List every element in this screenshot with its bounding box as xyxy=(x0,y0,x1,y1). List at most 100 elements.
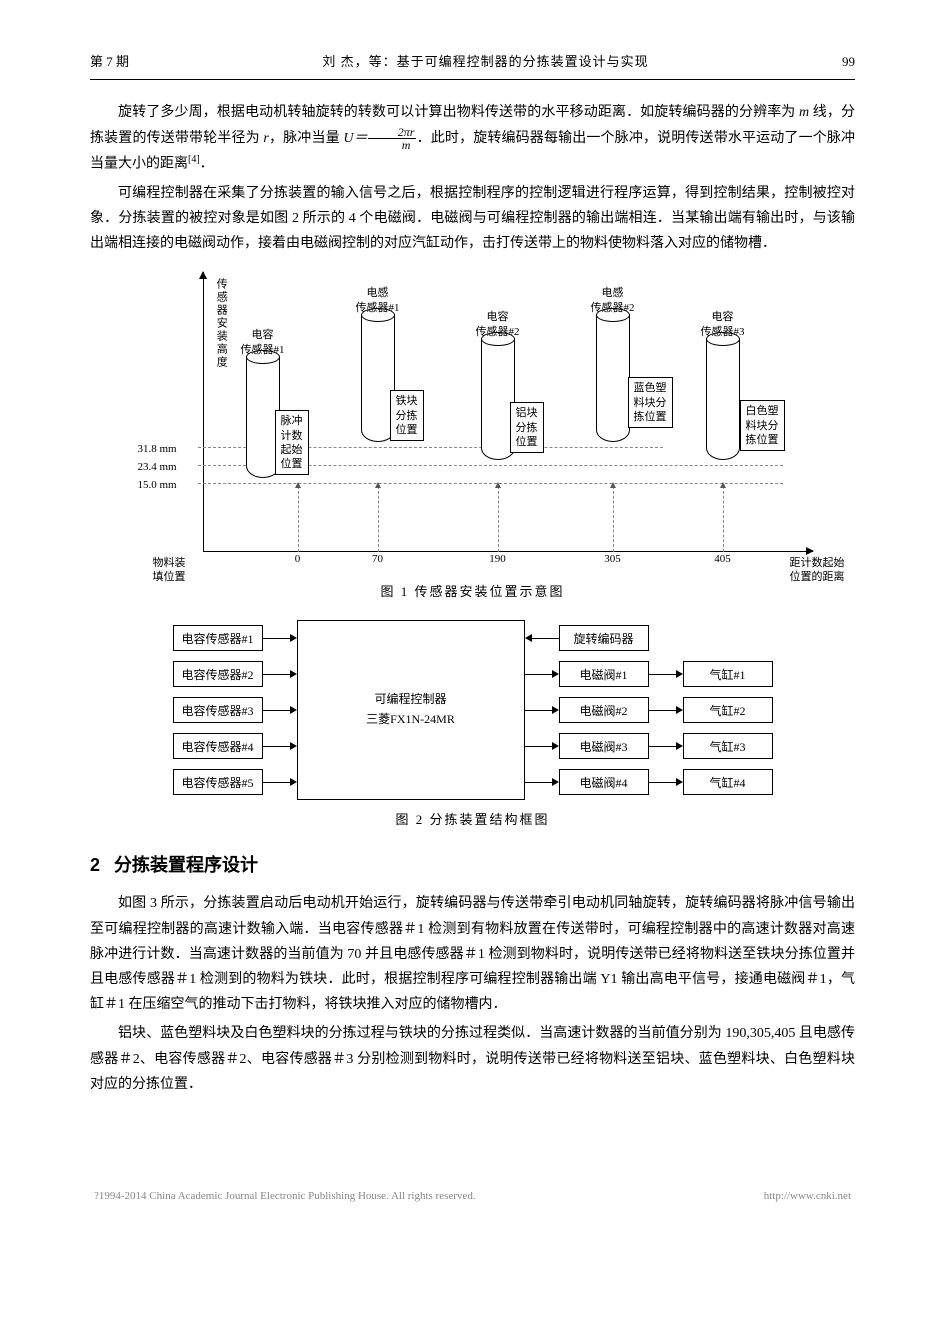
fig2-arrow-left xyxy=(525,625,559,651)
fig2-right1-box: 电磁阀#3 xyxy=(559,733,649,759)
fig2-left-box: 电容传感器#2 xyxy=(173,661,263,687)
paragraph-3: 如图 3 所示，分拣装置启动后电动机开始运行，旋转编码器与传送带牵引电动机同轴旋… xyxy=(90,891,855,1017)
fig1-vlead xyxy=(723,486,724,552)
p1-c: ，脉冲当量 xyxy=(269,131,344,146)
fig2-spacer xyxy=(649,625,683,651)
formula-num: 2πr xyxy=(368,126,417,139)
figure-1: 传感器安装高度 物料装填位置 距计数起始位置的距离 31.8 mm23.4 mm… xyxy=(90,272,855,603)
fig2-arrow-right xyxy=(263,769,297,795)
fig2-left-arrows xyxy=(263,620,297,800)
fig2-arrow-right xyxy=(649,769,683,795)
fig2-arrow-right xyxy=(263,661,297,687)
fig1-xtick: 405 xyxy=(714,550,731,570)
fig2-arrow-right xyxy=(263,733,297,759)
formula-lhs: U＝ xyxy=(343,131,367,146)
fig1-xtick: 190 xyxy=(489,550,506,570)
section-2-num: 2 xyxy=(90,855,100,875)
header-right: 99 xyxy=(842,50,855,73)
fig1-arrowhead xyxy=(295,482,301,488)
fig2-arrow-right xyxy=(263,697,297,723)
paragraph-1: 旋转了多少周，根据电动机转轴旋转的转数可以计算出物料传送带的水平移动距离．如旋转… xyxy=(90,100,855,176)
fig1-ytick: 31.8 mm xyxy=(138,440,177,460)
fig2-right1-col: 旋转编码器电磁阀#1 电磁阀#2 电磁阀#3 电磁阀#4 xyxy=(559,620,649,800)
fig2-arrow-right xyxy=(525,733,559,759)
fig1-xtick: 305 xyxy=(604,550,621,570)
figure-2: 电容传感器#1 电容传感器#2 电容传感器#3 电容传感器#4 电容传感器#5 可编程控… xyxy=(90,620,855,831)
fig2-right2-box: 气缸#4 xyxy=(683,769,773,795)
fig2-right-arrows xyxy=(649,620,683,800)
fig2-left-box: 电容传感器#3 xyxy=(173,697,263,723)
fig2-arrow-right xyxy=(525,769,559,795)
section-2-title: 分拣装置程序设计 xyxy=(114,855,258,875)
fig1-xlabel-left: 物料装填位置 xyxy=(153,556,186,585)
fig1-ytick: 15.0 mm xyxy=(138,476,177,496)
fig2-right2-box: 气缸#3 xyxy=(683,733,773,759)
fig2-arrow-right xyxy=(649,697,683,723)
fig1-arrowhead xyxy=(495,482,501,488)
fig2-mid-arrows xyxy=(525,620,559,800)
fig2-right1-box: 电磁阀#4 xyxy=(559,769,649,795)
fig1-sensor-label: 电感传感器#1 xyxy=(348,286,408,315)
section-2-heading: 2 分拣装置程序设计 xyxy=(90,849,855,881)
page-footer: ?1994-2014 China Academic Journal Electr… xyxy=(90,1187,855,1207)
fig2-center-box: 可编程控制器 三菱FX1N-24MR xyxy=(297,620,525,800)
fig2-right1-box: 电磁阀#1 xyxy=(559,661,649,687)
fig2-center-l1: 可编程控制器 xyxy=(375,690,447,709)
fig2-arrow-right xyxy=(525,661,559,687)
fig1-vlead xyxy=(498,486,499,552)
p1-e: ． xyxy=(200,157,214,172)
fig1-vlead xyxy=(613,486,614,552)
fig1-position-box: 脉冲计数起始位置 xyxy=(275,410,309,475)
fig1-sensor-label: 电容传感器#2 xyxy=(468,310,528,339)
page-header: 第 7 期 刘 杰，等：基于可编程控制器的分拣装置设计与实现 99 xyxy=(90,50,855,80)
paragraph-2: 可编程控制器在采集了分拣装置的输入信号之后，根据控制程序的控制逻辑进行程序运算，… xyxy=(90,181,855,257)
fig2-arrow-right xyxy=(649,733,683,759)
fig2-spacer xyxy=(683,625,773,651)
fig1-yaxis xyxy=(203,272,204,552)
fig1-arrowhead xyxy=(610,482,616,488)
header-left: 第 7 期 xyxy=(90,50,129,73)
formula-fraction: 2πrm xyxy=(368,126,417,151)
footer-left: ?1994-2014 China Academic Journal Electr… xyxy=(94,1187,476,1207)
p1-a: 旋转了多少周，根据电动机转轴旋转的转数可以计算出物料传送带的水平移动距离．如旋转… xyxy=(118,105,799,120)
fig1-sensor-label: 电感传感器#2 xyxy=(583,286,643,315)
fig1-ylabel: 传感器安装高度 xyxy=(211,278,231,369)
fig1-ytick: 23.4 mm xyxy=(138,458,177,478)
fig1-sensor-label: 电容传感器#3 xyxy=(693,310,753,339)
fig2-arrow-right xyxy=(525,697,559,723)
fig1-vlead xyxy=(298,486,299,552)
fig1-arrowhead xyxy=(375,482,381,488)
fig1-position-box: 铝块分拣位置 xyxy=(510,402,544,453)
fig1-xlabel-right: 距计数起始位置的距离 xyxy=(790,556,845,585)
fig1-position-box: 蓝色塑料块分拣位置 xyxy=(628,377,673,428)
var-m: m xyxy=(799,105,809,120)
fig1-vlead xyxy=(378,486,379,552)
fig1-position-box: 铁块分拣位置 xyxy=(390,390,424,441)
fig1-sensor xyxy=(596,314,630,442)
formula-den: m xyxy=(368,139,417,151)
fig2-right2-box: 气缸#1 xyxy=(683,661,773,687)
fig2-right2-box: 气缸#2 xyxy=(683,697,773,723)
fig2-right2-col: 气缸#1 气缸#2 气缸#3 气缸#4 xyxy=(683,620,773,800)
fig2-arrow-right xyxy=(649,661,683,687)
footer-right: http://www.cnki.net xyxy=(764,1187,851,1207)
fig2-left-box: 电容传感器#1 xyxy=(173,625,263,651)
paragraph-4: 铝块、蓝色塑料块及白色塑料块的分拣过程与铁块的分拣过程类似．当高速计数器的当前值… xyxy=(90,1021,855,1097)
fig1-arrowhead xyxy=(720,482,726,488)
figure-2-caption: 图 2 分拣装置结构框图 xyxy=(90,808,855,831)
fig2-center-l2: 三菱FX1N-24MR xyxy=(366,710,455,729)
fig2-right1-box: 电磁阀#2 xyxy=(559,697,649,723)
fig2-right1-box: 旋转编码器 xyxy=(559,625,649,651)
header-center: 刘 杰，等：基于可编程控制器的分拣装置设计与实现 xyxy=(129,50,842,73)
fig1-position-box: 白色塑料块分拣位置 xyxy=(740,400,785,451)
fig2-arrow-right xyxy=(263,625,297,651)
fig1-sensor-label: 电容传感器#1 xyxy=(233,328,293,357)
fig2-left-box: 电容传感器#5 xyxy=(173,769,263,795)
fig1-sensor xyxy=(706,338,740,460)
fig1-xtick: 70 xyxy=(372,550,383,570)
fig1-xtick: 0 xyxy=(295,550,301,570)
fig2-left-box: 电容传感器#4 xyxy=(173,733,263,759)
fig2-left-col: 电容传感器#1 电容传感器#2 电容传感器#3 电容传感器#4 电容传感器#5 xyxy=(173,620,263,800)
citation-4: [4] xyxy=(188,154,200,165)
figure-1-caption: 图 1 传感器安装位置示意图 xyxy=(90,580,855,603)
